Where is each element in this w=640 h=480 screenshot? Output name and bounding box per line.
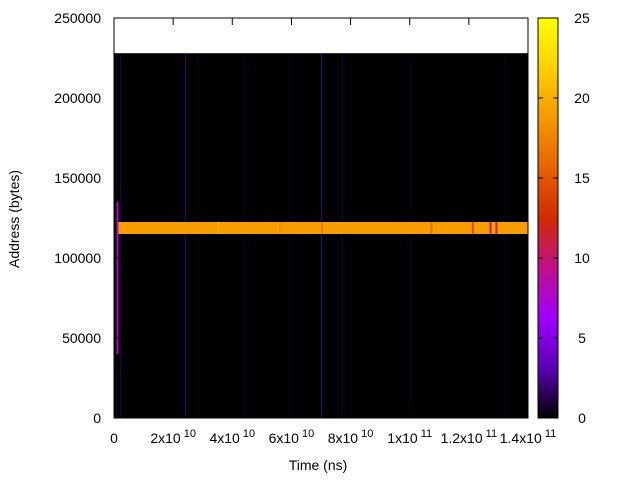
heatmap-band-cell	[495, 222, 498, 234]
y-axis-ticks: 0 50000 100000 150000 200000 250000	[54, 10, 528, 426]
heatmap-column	[409, 53, 411, 418]
x-tick-label: 1x10 11	[387, 428, 432, 446]
y-axis-label: Address (bytes)	[6, 170, 22, 268]
y-tick-label: 200000	[54, 90, 101, 106]
x-tick-label: 1.4x10 11	[500, 428, 557, 446]
x-tick-label: 0	[110, 430, 118, 446]
colorbar-tick-label: 10	[574, 250, 590, 266]
heatmap-band-cell	[279, 222, 282, 234]
heatmap-column	[196, 53, 198, 418]
heatmap-column	[184, 53, 187, 418]
x-tick-label: 4x10 10	[209, 428, 255, 446]
colorbar-tick-label: 5	[578, 330, 586, 346]
colorbar-scale	[537, 17, 559, 419]
y-tick-label: 0	[93, 410, 101, 426]
heatmap-column	[119, 53, 122, 418]
y-tick-label: 50000	[62, 330, 101, 346]
colorbar-tick-label: 15	[574, 170, 590, 186]
x-axis-label: Time (ns)	[289, 457, 348, 473]
plot-area	[113, 17, 529, 419]
x-tick-label: 2x10 10	[150, 428, 196, 446]
plot-frame	[113, 17, 529, 419]
colorbar: 0 5 10 15 20 25	[537, 10, 590, 426]
heatmap-column	[341, 53, 343, 418]
y-tick-label: 150000	[54, 170, 101, 186]
x-axis-ticks: 0 2x10 10 4x10 10 6x10 10 8x10 10 1x10 11 1.2x…	[110, 18, 556, 446]
colorbar-tick-label: 20	[574, 90, 590, 106]
heatmap-band-cell	[321, 222, 323, 234]
heatmap-column	[504, 53, 506, 418]
colorbar-tick-label: 25	[574, 10, 590, 26]
x-tick-label: 8x10 10	[328, 428, 374, 446]
y-tick-label: 100000	[54, 250, 101, 266]
heatmap-band-cell	[471, 222, 474, 234]
heatmap-column	[288, 53, 290, 418]
heatmap-band-cell	[489, 222, 492, 234]
y-tick-label: 250000	[54, 10, 101, 26]
heatmap-column	[244, 53, 246, 418]
heatmap-band-cell	[430, 222, 433, 234]
x-tick-label: 1.2x10 11	[441, 428, 498, 446]
heatmap-column	[321, 53, 323, 418]
x-tick-label: 6x10 10	[269, 428, 315, 446]
heatmap-band-cell	[217, 222, 220, 234]
colorbar-tick-label: 0	[578, 410, 586, 426]
heatmap-startup-spike	[116, 202, 119, 354]
